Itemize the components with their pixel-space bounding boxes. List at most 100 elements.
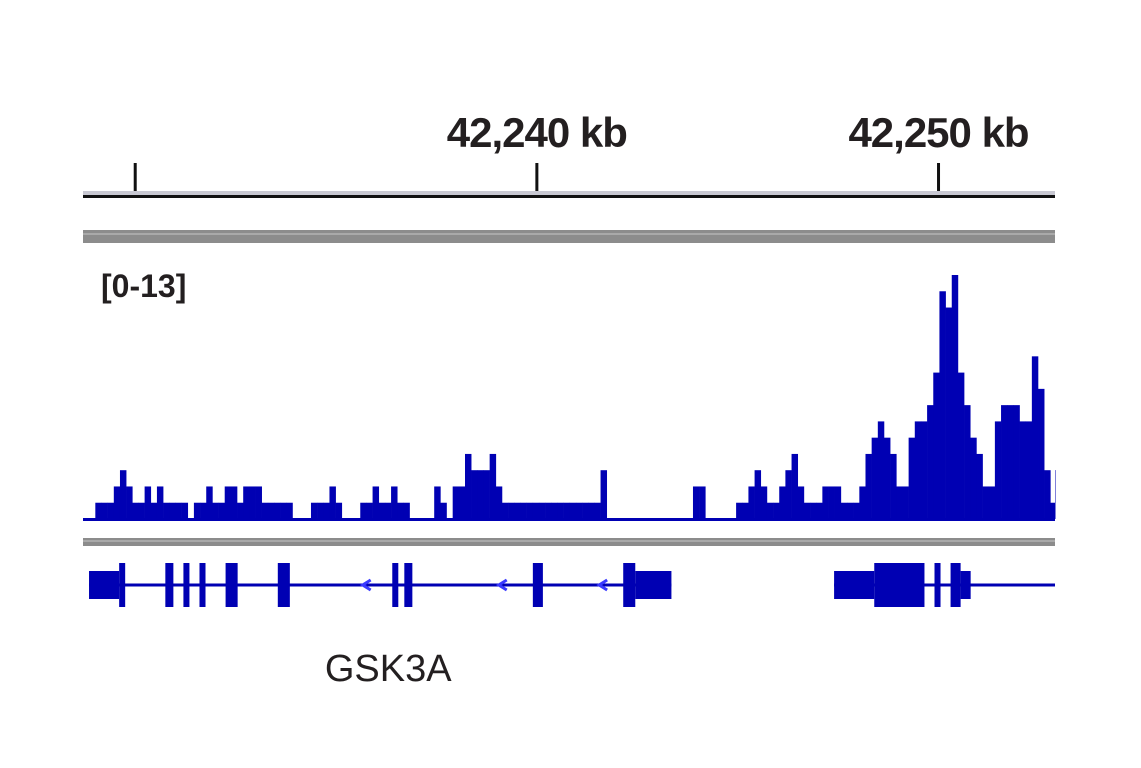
signal-bar (865, 453, 872, 519)
signal-bar (397, 502, 404, 519)
signal-bar (280, 502, 287, 519)
signal-bar (1001, 405, 1008, 519)
signal-bar (212, 502, 219, 519)
signal-bar (483, 470, 490, 519)
gene-exon (532, 563, 543, 607)
signal-bar (699, 486, 706, 519)
signal-bar (218, 502, 226, 519)
signal-bar (945, 307, 953, 519)
signal-bar (317, 502, 324, 519)
gene-intron-line (89, 583, 672, 587)
signal-bar (107, 502, 115, 519)
signal-bar (594, 502, 601, 519)
gene-utr (635, 571, 672, 599)
gene-exon (225, 563, 238, 607)
signal-track: [0-13] (83, 268, 1056, 521)
signal-bar (600, 470, 608, 519)
track-separator-top (83, 230, 1055, 243)
signal-bar (982, 486, 990, 519)
strand-arrow-icon (596, 578, 608, 592)
signal-bar (169, 502, 176, 519)
track-separator-top-highlight (83, 233, 1055, 235)
signal-bar (773, 502, 780, 519)
signal-bar (138, 502, 145, 519)
signal-bar (261, 502, 269, 519)
signal-bar (335, 502, 343, 519)
signal-bar (243, 486, 250, 519)
signal-bar (150, 502, 158, 519)
signal-bar (1025, 421, 1033, 519)
signal-bar (113, 486, 121, 519)
signal-bar (181, 502, 189, 519)
signal-bar (569, 502, 577, 519)
signal-bar (760, 486, 768, 519)
data-range-label: [0-13] (101, 268, 186, 304)
signal-bar (803, 502, 811, 519)
signal-bar (193, 502, 201, 519)
signal-bar (329, 486, 336, 519)
signal-bar (736, 502, 743, 519)
signal-bar (144, 486, 152, 519)
signal-bar (890, 453, 897, 519)
signal-bar (859, 486, 866, 519)
signal-bar (988, 486, 996, 519)
signal-bar (964, 405, 971, 519)
signal-bar (520, 502, 527, 519)
signal-bar (810, 502, 817, 519)
signal-bar (754, 470, 762, 519)
signal-bar (237, 502, 244, 519)
signal-bars (95, 275, 1056, 519)
ruler-tick (535, 163, 539, 192)
gene-annotation-track: GSK3A (89, 563, 1055, 690)
signal-bar (323, 502, 330, 519)
signal-bar (255, 486, 262, 519)
signal-bar (951, 275, 959, 519)
gene-exon (119, 563, 126, 607)
strand-arrow-icon (359, 578, 372, 592)
signal-bar (501, 502, 509, 519)
signal-bar (1050, 502, 1056, 519)
gene-exon (623, 563, 636, 607)
genomic-ruler: 42,240 kb 42,250 kb (83, 109, 1055, 198)
signal-bar (286, 502, 293, 519)
ruler-tick-label: 42,240 kb (447, 109, 627, 156)
signal-bar (748, 486, 755, 519)
signal-bar (853, 502, 860, 519)
ruler-axis-line (83, 195, 1055, 198)
signal-bar (847, 502, 854, 519)
ruler-ticks: 42,240 kb 42,250 kb (133, 109, 1030, 192)
signal-bar (384, 502, 392, 519)
signal-bar (957, 372, 965, 519)
signal-bar (126, 486, 133, 519)
signal-bar (994, 421, 1002, 519)
signal-bar (791, 453, 799, 519)
signal-bar (1019, 421, 1026, 519)
signal-bar (582, 502, 589, 519)
signal-bar (822, 486, 829, 519)
signal-bar (391, 486, 398, 519)
signal-bar (545, 502, 552, 519)
gene-intron-line (834, 583, 1055, 587)
signal-bar (403, 502, 410, 519)
ruler-tick (133, 163, 137, 192)
gene-utr (89, 571, 120, 599)
signal-bar (514, 502, 521, 519)
signal-bar (840, 502, 848, 519)
signal-bar (816, 502, 823, 519)
signal-bar (310, 502, 318, 519)
signal-bar (551, 502, 558, 519)
signal-bar (557, 502, 564, 519)
signal-bar (902, 486, 909, 519)
signal-bar (249, 486, 256, 519)
signal-bar (1013, 405, 1020, 519)
signal-bar (274, 502, 281, 519)
signal-bar (495, 486, 503, 519)
signal-bar (785, 470, 792, 519)
signal-bar (95, 502, 102, 519)
signal-bar (163, 502, 170, 519)
signal-bar (458, 486, 466, 519)
ruler-tick (937, 163, 941, 192)
signal-bar (828, 486, 835, 519)
signal-bar (175, 502, 182, 519)
